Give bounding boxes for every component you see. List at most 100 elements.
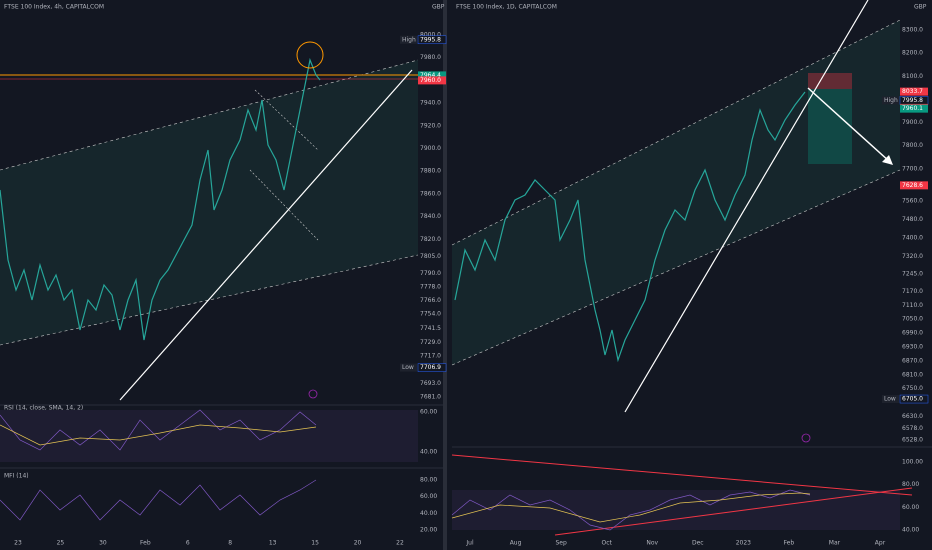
- price-label: 7480.0: [902, 216, 923, 223]
- price-label: 7840.0: [420, 213, 441, 220]
- price-label: 6930.0: [902, 343, 923, 350]
- event-icon: [801, 433, 811, 443]
- pattern: [249, 169, 319, 241]
- price-label: 7920.0: [420, 122, 441, 129]
- arrow: [807, 87, 891, 163]
- stop-zone: [808, 73, 852, 89]
- rsi-line: [451, 489, 811, 531]
- price-label: 6630.0: [902, 413, 923, 420]
- tag-text: Low: [402, 364, 414, 371]
- price-badge-text: 7995.8: [420, 36, 441, 43]
- pattern: [254, 89, 319, 151]
- price-label: 7754.0: [420, 311, 441, 318]
- mfi-label: MFI (14): [4, 473, 29, 480]
- time-label: Feb: [140, 540, 151, 547]
- price-label: 6990.0: [902, 330, 923, 337]
- highlight-circle: [296, 41, 324, 69]
- rsi-band: [452, 490, 900, 530]
- price-label: 8200.0: [902, 50, 923, 57]
- time-label: 8: [228, 540, 232, 547]
- mfi-axis-label: 80.00: [420, 477, 437, 484]
- price: [0, 57, 321, 341]
- price-badge: [418, 76, 446, 85]
- symbol-title: FTSE 100 Index, 1D, CAPITALCOM: [456, 4, 557, 11]
- price-label: 7766.0: [420, 297, 441, 304]
- time-label: 13: [269, 540, 277, 547]
- time-label: Apr: [875, 540, 886, 547]
- price-label: 6528.0: [902, 437, 923, 444]
- time-label: Sep: [555, 540, 567, 547]
- tag-text: High: [402, 36, 416, 43]
- event-icon: [308, 389, 318, 399]
- price-label: 7790.0: [420, 270, 441, 277]
- time-label: 25: [57, 540, 65, 547]
- rsi-ma: [451, 492, 811, 523]
- price-badge: [900, 104, 928, 113]
- price-badge-text: 7706.9: [420, 364, 441, 371]
- price-label: 6578.0: [902, 425, 923, 432]
- channel-top: [0, 59, 419, 171]
- price-label: 7860.0: [420, 190, 441, 197]
- price-badge: [899, 394, 929, 404]
- right-chart: FTSE 100 Index, 1D, CAPITALCOM GBP: [451, 0, 932, 536]
- rsi-band: [0, 410, 418, 462]
- price-label: 7940.0: [420, 100, 441, 107]
- price-label: 7681.0: [420, 394, 441, 401]
- price-badge: [417, 35, 447, 45]
- price-badge-text: 7628.6: [902, 182, 923, 189]
- time-label: 30: [99, 540, 107, 547]
- rsi-axis-label: 60.00: [902, 504, 919, 511]
- time-label: Nov: [646, 540, 658, 547]
- time-label: 6: [186, 540, 190, 547]
- resistance: [451, 454, 913, 496]
- price-label: 7050.0: [902, 316, 923, 323]
- price-label: 8300.0: [902, 27, 923, 34]
- rsi-axis-label: 40.00: [420, 449, 437, 456]
- channel-bottom: [0, 254, 419, 346]
- time-label: 15: [311, 540, 319, 547]
- trendline: [119, 69, 413, 401]
- price-label: 7320.0: [902, 253, 923, 260]
- arrow-head: [882, 155, 893, 165]
- time-label: Aug: [510, 540, 522, 547]
- rsi-label: RSI (14, close, SMA, 14, 2): [4, 405, 83, 412]
- mfi-axis-label: 20.00: [420, 527, 437, 534]
- price-label: 7110.0: [902, 302, 923, 309]
- time-label: 20: [354, 540, 362, 547]
- price-label: 8100.0: [902, 73, 923, 80]
- price-label: 7717.0: [420, 353, 441, 360]
- price-badge-text: 7995.8: [902, 97, 923, 104]
- support: [554, 487, 913, 536]
- rsi-ma: [0, 424, 317, 446]
- currency: GBP: [914, 4, 927, 11]
- rsi-axis-label: 100.00: [902, 459, 923, 466]
- price-label: 6870.0: [902, 357, 923, 364]
- tag-box: [400, 363, 417, 372]
- tag-box: [400, 35, 417, 44]
- rsi-line: [0, 409, 317, 451]
- target-zone: [808, 89, 852, 164]
- price-badge-text: 6705.0: [902, 396, 923, 403]
- price-badge: [900, 181, 928, 190]
- rsi-axis-label: 80.00: [902, 481, 919, 488]
- price-label: 7729.0: [420, 339, 441, 346]
- price-label: 6750.0: [902, 385, 923, 392]
- price-label: 7900.0: [420, 145, 441, 152]
- time-label: Oct: [601, 540, 612, 547]
- price-badge-text: 7964.4: [420, 72, 441, 79]
- time-label: Dec: [692, 540, 704, 547]
- left-chart: FTSE 100 Index, 4h, CAPITALCOM GBP RSI (…: [0, 0, 447, 550]
- price-badge: [900, 87, 928, 96]
- time-label: Mar: [829, 540, 841, 547]
- price-label: 7805.0: [420, 253, 441, 260]
- price-label: 7820.0: [420, 236, 441, 243]
- time-label: 22: [396, 540, 404, 547]
- price-label: 7245.0: [902, 271, 923, 278]
- trendline: [624, 0, 869, 413]
- price-label: 7693.0: [420, 380, 441, 387]
- time-label: Jul: [465, 540, 474, 547]
- tag-box: [882, 96, 899, 105]
- time-label: 23: [14, 540, 22, 547]
- channel: [452, 20, 900, 365]
